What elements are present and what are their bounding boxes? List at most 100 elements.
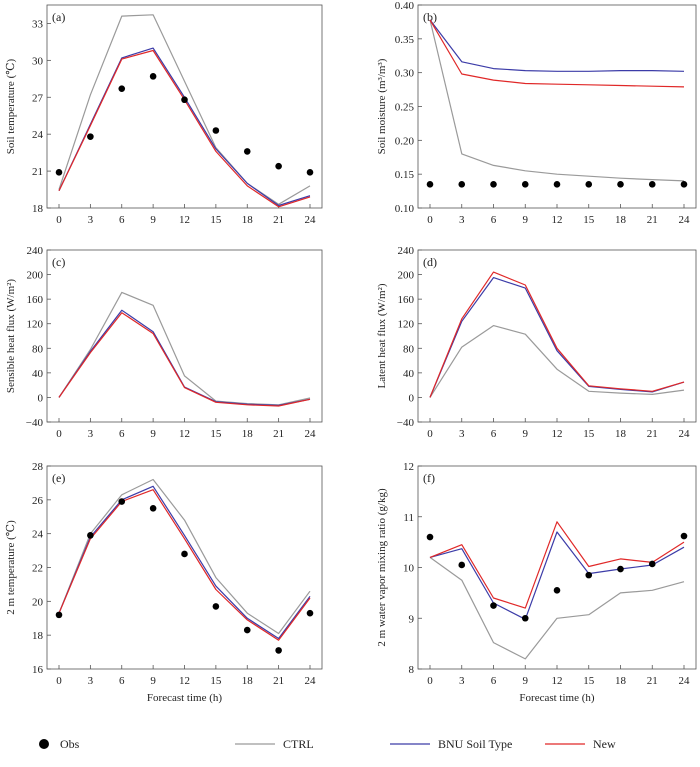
x-tick-label: 9 [150,214,156,226]
x-tick-label: 12 [552,675,563,687]
y-tick-label: 0 [409,392,415,404]
plot-frame [46,4,323,209]
legend-item-bnu-soil-type: BNU Soil Type [390,737,512,751]
series-line-new [429,271,685,398]
obs-point [490,181,497,188]
y-tick-label: 9 [409,613,415,625]
x-tick-label: 0 [56,428,62,440]
series-line-new [429,521,685,609]
obs-point [118,498,126,505]
obs-point [521,614,529,622]
obs-point [680,181,688,188]
plot-frame [417,4,697,209]
series-line-bnu-soil-type [429,277,685,398]
obs-point [181,96,188,104]
y-tick-label: 8 [409,664,415,676]
x-tick-label: 24 [679,214,691,226]
x-tick-label: 24 [679,428,691,440]
series-line-bnu-soil-type [429,531,685,620]
x-axis-label: Forecast time (h) [147,692,222,704]
series-line-ctrl [429,556,685,660]
series-line-ctrl [58,478,311,635]
x-tick-label: 0 [427,214,433,226]
x-tick-label: 18 [615,428,627,440]
y-tick-label: 80 [403,343,415,355]
x-tick-label: 21 [647,428,658,440]
series-line-new [58,312,311,407]
legend-label: BNU Soil Type [438,737,512,751]
x-tick-label: 18 [615,675,627,687]
obs-point [243,626,251,634]
obs-point [306,169,314,176]
x-tick-label: 9 [523,675,529,687]
chart-panel-6: 8 9 10 11 12 0 3 6 9 12 15 18 21 24 (f) 2 m water vapor… [376,461,697,704]
series-line-ctrl [429,325,685,398]
x-tick-label: 6 [491,428,497,440]
obs-point [212,603,220,610]
x-tick-label: 0 [56,675,62,687]
y-tick-label: 0.25 [395,102,415,114]
legend-label: New [593,737,616,751]
y-axis-label: 2 m water vapor mixing ratio (g/kg) [376,488,388,647]
series-line-bnu-soil-type [429,19,685,72]
x-tick-label: 3 [459,428,465,440]
panel-label: (e) [52,471,65,485]
obs-point [585,181,593,188]
obs-point [490,602,497,609]
obs-point [243,148,251,155]
panel-label: (f) [423,471,435,485]
y-tick-label: 33 [32,18,44,30]
y-tick-label: 12 [403,461,414,473]
chart-panel-4: −40 0 40 80 120 160 200 240 0 3 6 9 12 15 18 21 24 (d) Lat… [376,245,697,440]
y-tick-label: 160 [27,294,44,306]
x-tick-label: 9 [523,428,529,440]
y-tick-label: 0.40 [395,0,415,12]
y-tick-label: 0.35 [395,34,415,46]
obs-point [458,561,466,569]
y-tick-label: 120 [398,319,415,331]
panel-label: (c) [52,255,65,269]
series-line-new [58,489,311,641]
chart-panel-5: 16 18 20 22 24 26 28 0 3 6 9 12 15 18 21 24 (e) 2 m tempe… [5,461,323,704]
obs-point [585,571,593,579]
obs-point [87,532,94,539]
x-tick-label: 21 [273,214,284,226]
obs-point [55,169,63,176]
x-tick-label: 6 [491,675,497,687]
obs-point [275,162,282,170]
obs-point [553,587,561,594]
y-tick-label: 240 [398,245,415,257]
obs-point [306,609,314,617]
obs-point [87,133,94,140]
y-tick-label: 200 [27,270,44,282]
panel-label: (d) [423,255,437,269]
obs-point [426,181,434,188]
y-tick-label: 120 [27,319,44,331]
y-tick-label: 20 [32,596,44,608]
x-tick-label: 6 [119,214,125,226]
x-tick-label: 9 [523,214,529,226]
panel-label: (b) [423,10,437,24]
y-tick-label: 160 [398,294,415,306]
x-tick-label: 12 [179,214,190,226]
y-tick-label: 0 [38,392,44,404]
y-tick-label: 0.30 [395,68,415,80]
x-tick-label: 15 [210,214,222,226]
y-tick-label: 0.15 [395,169,415,181]
y-tick-label: 18 [32,203,44,215]
x-tick-label: 12 [552,428,563,440]
y-tick-label: 0.20 [395,135,415,147]
y-tick-label: 24 [32,129,44,141]
series-line-new [58,49,311,208]
x-tick-label: 21 [273,675,284,687]
y-tick-label: 40 [403,368,415,380]
x-tick-label: 15 [583,214,595,226]
y-tick-label: −40 [397,417,415,429]
obs-point [149,73,157,80]
y-tick-label: 18 [32,630,44,642]
obs-point [648,181,656,188]
x-tick-label: 6 [491,214,497,226]
x-tick-label: 6 [119,675,125,687]
